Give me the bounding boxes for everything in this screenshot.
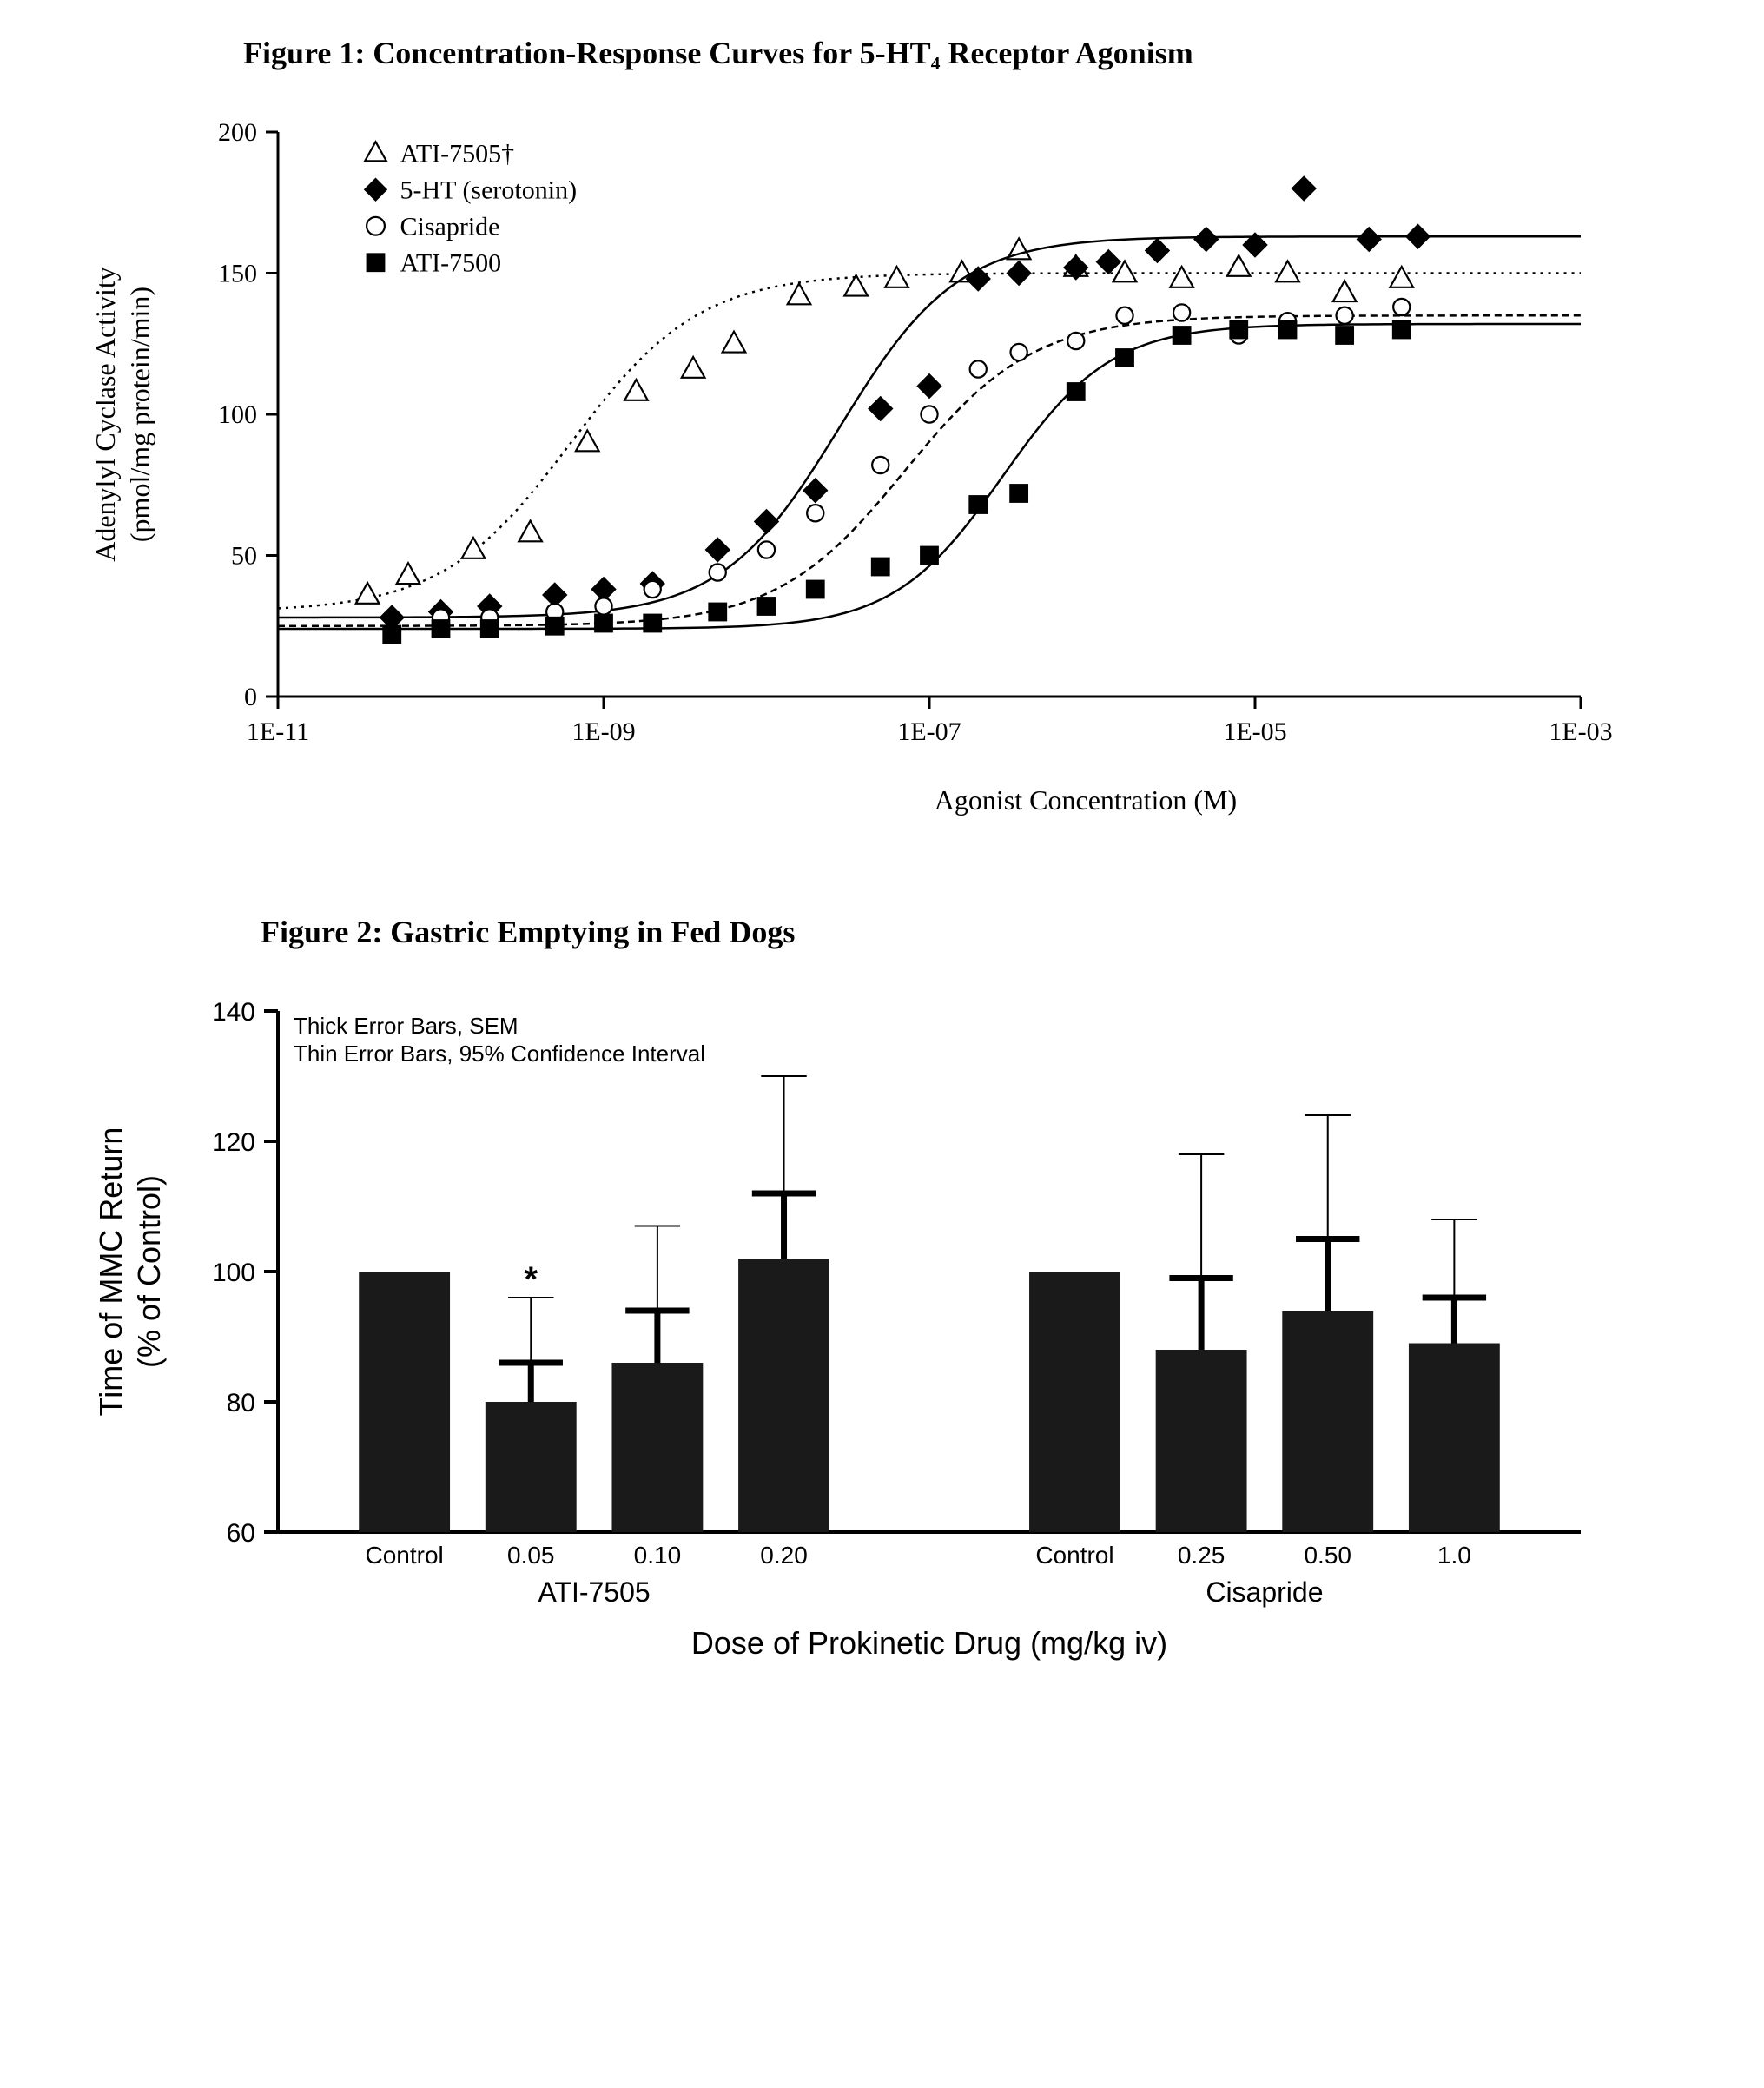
svg-text:*: * [524,1260,538,1298]
figure2-title: Figure 2: Gastric Emptying in Fed Dogs [261,914,1712,950]
svg-text:Control: Control [1035,1542,1113,1569]
figure1-svg: 0 50 100 150 200 1E-11 1E-09 1E-07 1E-05 1E-03 Ago… [52,97,1650,844]
svg-text:5-HT (serotonin): 5-HT (serotonin) [400,175,578,204]
svg-text:ATI-7505†: ATI-7505† [400,139,515,168]
figure2-svg: 60 80 100 120 140 Thick Error Bars, SEMThin E… [52,976,1650,1715]
svg-text:0.10: 0.10 [634,1542,682,1569]
svg-text:1E-09: 1E-09 [571,717,635,746]
figure1-chart: 0 50 100 150 200 1E-11 1E-09 1E-07 1E-05 1E-03 Ago… [52,97,1712,844]
svg-text:Cisapride: Cisapride [400,212,500,241]
svg-text:120: 120 [212,1128,255,1157]
svg-text:0.05: 0.05 [507,1542,555,1569]
svg-text:140: 140 [212,998,255,1027]
svg-text:80: 80 [227,1389,255,1417]
figure1-title: Figure 1: Concentration-Response Curves … [243,35,1712,71]
svg-text:Time of MMC Return: Time of MMC Return [93,1127,129,1417]
svg-text:(% of Control): (% of Control) [131,1175,167,1368]
svg-text:60: 60 [227,1519,255,1548]
svg-text:100: 100 [212,1259,255,1287]
svg-text:200: 200 [218,118,257,147]
svg-text:100: 100 [218,400,257,429]
svg-text:150: 150 [218,260,257,288]
svg-text:0.50: 0.50 [1304,1542,1351,1569]
svg-text:ATI-7505: ATI-7505 [538,1576,650,1608]
svg-text:1E-11: 1E-11 [247,717,309,746]
svg-text:Thin Error Bars, 95% Confidenc: Thin Error Bars, 95% Confidence Interval [294,1041,705,1067]
svg-text:0.25: 0.25 [1178,1542,1226,1569]
svg-text:Control: Control [365,1542,443,1569]
svg-text:Cisapride: Cisapride [1206,1576,1323,1608]
svg-text:1E-03: 1E-03 [1549,717,1612,746]
svg-text:Adenylyl Cyclase Activity: Adenylyl Cyclase Activity [89,267,121,562]
svg-text:Agonist Concentration (M): Agonist Concentration (M) [935,784,1237,816]
svg-text:ATI-7500: ATI-7500 [400,248,502,277]
svg-text:0.20: 0.20 [760,1542,808,1569]
svg-text:1E-07: 1E-07 [897,717,961,746]
svg-text:(pmol/mg protein/min): (pmol/mg protein/min) [124,287,155,542]
svg-text:1.0: 1.0 [1437,1542,1471,1569]
svg-text:Thick Error Bars, SEM: Thick Error Bars, SEM [294,1013,519,1039]
svg-text:50: 50 [231,542,257,571]
svg-text:0: 0 [244,683,257,711]
figure2-chart: 60 80 100 120 140 Thick Error Bars, SEMThin E… [52,976,1712,1715]
svg-text:Dose of Prokinetic Drug (mg/kg: Dose of Prokinetic Drug (mg/kg iv) [691,1625,1167,1661]
svg-text:1E-05: 1E-05 [1223,717,1286,746]
